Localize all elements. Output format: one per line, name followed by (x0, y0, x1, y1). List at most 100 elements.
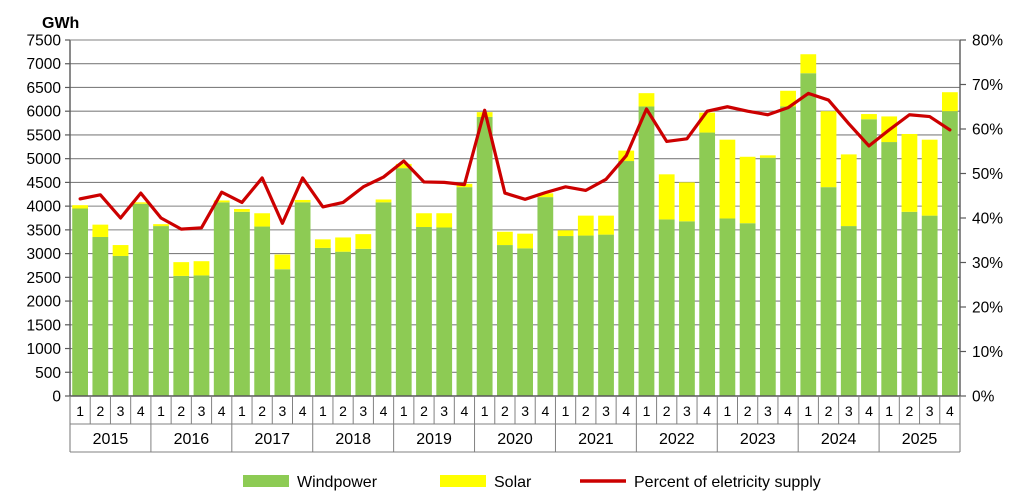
solar-bar-segment (274, 254, 291, 270)
windpower-bar-segment (395, 168, 412, 396)
y-axis-tick-label: 2500 (27, 270, 62, 287)
windpower-bar-segment (213, 202, 230, 396)
windpower-bar-segment (618, 161, 635, 396)
solar-bar-segment (739, 156, 756, 224)
year-label: 2017 (254, 431, 290, 448)
solar-bar-segment (759, 155, 776, 158)
y-axis-tick-label: 3000 (27, 246, 62, 263)
bar-group (193, 261, 210, 396)
windpower-bar-segment (881, 142, 898, 396)
legend-item[interactable]: Percent of eletricity supply (580, 474, 821, 491)
y2-axis-tick-label: 30% (972, 255, 1003, 272)
solar-bar-segment (213, 200, 230, 203)
year-label: 2024 (821, 431, 857, 448)
y-axis-tick-label: 4500 (27, 175, 62, 192)
quarter-label: 1 (643, 403, 651, 419)
quarter-label: 3 (359, 403, 367, 419)
windpower-bar-segment (314, 247, 331, 396)
y-axis-tick-label: 7000 (27, 56, 62, 73)
y-axis-tick-label: 6500 (27, 80, 62, 97)
y-axis-tick-label: 4000 (27, 199, 62, 216)
quarter-label: 4 (703, 403, 711, 419)
solar-bar-segment (840, 154, 857, 227)
quarter-label: 3 (198, 403, 206, 419)
quarter-label: 2 (501, 403, 509, 419)
windpower-bar-segment (294, 202, 311, 396)
y-axis-tick-label: 3500 (27, 222, 62, 239)
quarter-label: 4 (461, 403, 469, 419)
quarter-label: 4 (622, 403, 630, 419)
quarter-label: 3 (602, 403, 610, 419)
bars-group (72, 54, 958, 397)
bar-group (395, 163, 412, 396)
windpower-bar-segment (759, 157, 776, 396)
bar-group (153, 224, 169, 396)
quarter-label: 4 (946, 403, 954, 419)
bar-group (577, 215, 594, 396)
solar-bar-segment (72, 205, 89, 209)
windpower-bar-segment (234, 211, 250, 396)
solar-bar-segment (941, 92, 958, 112)
solar-bar-segment (496, 231, 513, 246)
bar-group (840, 154, 857, 396)
windpower-bar-segment (193, 275, 210, 396)
bar-group (881, 116, 898, 396)
percent-of-electricity-supply-line (78, 91, 952, 231)
year-label: 2015 (93, 431, 129, 448)
year-label: 2021 (578, 431, 614, 448)
solar-bar-segment (335, 237, 351, 252)
solar-bar-segment (658, 174, 675, 220)
solar-bar-segment (355, 234, 372, 249)
quarter-label: 3 (521, 403, 529, 419)
quarter-label: 1 (157, 403, 165, 419)
windpower-bar-segment (72, 208, 89, 396)
y2-axis-tick-label: 60% (972, 122, 1003, 139)
quarter-label: 2 (420, 403, 428, 419)
y-axis-tick-label: 1000 (27, 341, 62, 358)
solar-bar-segment (921, 139, 938, 216)
legend-item[interactable]: Solar (440, 474, 532, 491)
bar-group (618, 150, 635, 396)
quarter-label: 1 (885, 403, 893, 419)
quarter-label: 3 (764, 403, 772, 419)
y-axis-tick-label: 7500 (27, 33, 62, 50)
solar-bar-segment (153, 224, 169, 227)
bar-group (173, 262, 190, 396)
quarter-label: 1 (481, 403, 489, 419)
quarter-label: 3 (278, 403, 286, 419)
legend-item[interactable]: Windpower (243, 474, 378, 491)
solar-bar-segment (92, 224, 109, 237)
solar-bar-segment (436, 213, 453, 228)
bar-group (658, 174, 675, 396)
quarter-label: 2 (744, 403, 752, 419)
bar-group (72, 205, 89, 396)
solar-bar-segment (557, 230, 574, 237)
windpower-bar-segment (921, 215, 938, 396)
windpower-bar-segment (557, 236, 574, 396)
windpower-bar-segment (496, 245, 513, 396)
windpower-bar-segment (375, 202, 392, 396)
solar-bar-segment (314, 239, 331, 248)
bar-group (335, 237, 351, 396)
y-axis-tick-label: 5000 (27, 151, 62, 168)
y-axis-tick-label: 2000 (27, 294, 62, 311)
bar-group (112, 245, 129, 396)
windpower-bar-segment (92, 236, 109, 396)
solar-bar-segment (901, 133, 918, 212)
quarter-label: 1 (319, 403, 327, 419)
windpower-bar-segment (699, 132, 716, 396)
bar-group (861, 114, 877, 396)
bar-group (436, 213, 453, 396)
bar-group (638, 93, 655, 396)
quarter-label: 4 (218, 403, 226, 419)
percent-line-group (78, 91, 952, 231)
bar-group (274, 254, 291, 396)
windpower-bar-segment (861, 119, 877, 396)
bar-group (213, 200, 230, 396)
solar-bar-segment (861, 114, 877, 120)
windpower-bar-segment (112, 255, 129, 396)
y2-axis-tick-label: 10% (972, 344, 1003, 361)
quarter-label: 1 (723, 403, 731, 419)
y-axis-tick-label: 1500 (27, 317, 62, 334)
